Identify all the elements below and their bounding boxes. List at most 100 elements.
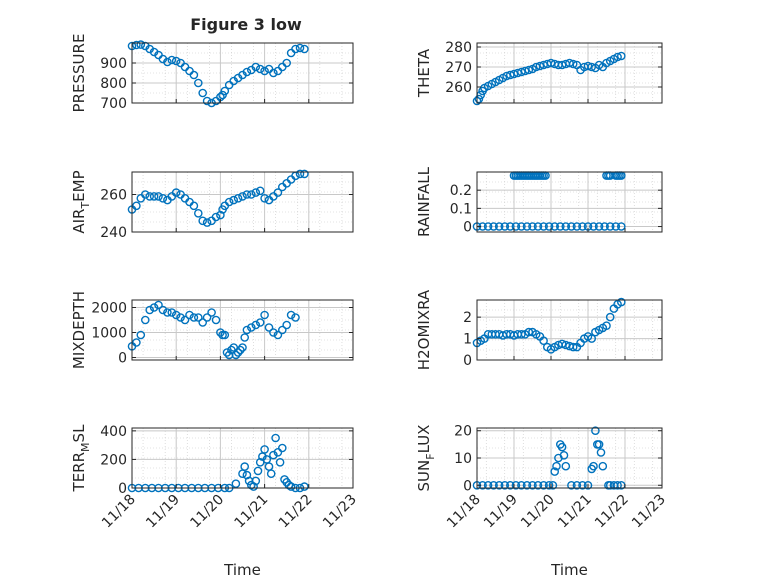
data-point	[587, 334, 597, 343]
data-point	[246, 190, 256, 199]
data-point	[240, 462, 249, 471]
data-point	[522, 480, 532, 490]
data-point	[617, 51, 626, 61]
y-axis-label-subscript: F	[424, 453, 437, 459]
data-point	[605, 312, 615, 322]
y-tick-label: 800	[100, 76, 127, 92]
data-point	[552, 461, 561, 471]
figure-title: Figure 3 low	[190, 15, 302, 34]
data-point	[216, 328, 225, 337]
data-point	[300, 44, 309, 54]
data-point	[246, 323, 256, 332]
y-axis-label-main: RAINFALL	[415, 166, 433, 237]
axes-box	[131, 171, 354, 233]
data-point	[544, 222, 554, 231]
data-point	[158, 305, 168, 315]
data-point	[594, 222, 604, 231]
data-point	[253, 466, 263, 476]
y-axis-label-rest: LUX	[415, 425, 433, 454]
data-point	[568, 342, 578, 352]
data-point	[548, 480, 558, 490]
data-point	[517, 480, 526, 490]
data-point	[189, 201, 199, 211]
data-point	[260, 445, 269, 454]
data-point	[185, 310, 194, 320]
data-point	[505, 222, 515, 231]
subplot-h2omixra: 0 1 2 H2OMIXRA	[415, 289, 663, 370]
data-point	[255, 64, 265, 74]
data-point	[220, 86, 230, 96]
data-point	[494, 480, 504, 490]
y-axis-label: AIRTEMP	[70, 170, 92, 233]
data-point	[193, 78, 203, 88]
y-tick-label: 0	[118, 481, 127, 497]
y-axis-label-subscript: M	[79, 442, 92, 452]
y-axis-label-main: PRESSURE	[70, 34, 88, 113]
y-axis-label: TERRMSL	[70, 424, 92, 493]
data-point	[528, 480, 537, 490]
data-point	[249, 482, 258, 491]
data-point	[286, 310, 296, 320]
data-point	[132, 40, 141, 50]
data-point	[163, 57, 172, 67]
data-point	[500, 480, 510, 490]
y-axis-label: RAINFALL	[415, 166, 433, 237]
data-point	[260, 310, 269, 320]
subplot-air_temp: 240 260 AIRTEMP	[70, 169, 354, 241]
y-tick-label: 270	[445, 60, 472, 76]
data-point	[202, 313, 212, 322]
data-point	[578, 480, 587, 490]
data-point	[556, 222, 565, 231]
data-point	[140, 315, 150, 325]
data-point	[251, 476, 261, 486]
data-point	[198, 216, 207, 226]
data-point	[198, 88, 207, 98]
data-point	[300, 169, 309, 179]
axes-box	[131, 42, 354, 104]
data-point	[273, 188, 283, 197]
data-point	[167, 308, 177, 317]
data-point	[271, 433, 280, 443]
data-point	[171, 310, 181, 320]
data-point	[605, 222, 615, 231]
data-point	[224, 197, 234, 207]
y-axis-label: THETA	[415, 48, 433, 98]
data-point	[266, 469, 276, 479]
y-tick-label: 260	[100, 188, 127, 204]
data-point	[589, 461, 598, 471]
data-point	[198, 318, 207, 327]
data-point	[231, 479, 241, 489]
data-point	[517, 329, 526, 339]
data-point	[291, 44, 300, 54]
data-point	[202, 96, 212, 106]
y-tick-label: 0.2	[450, 183, 472, 199]
data-point	[189, 70, 199, 80]
data-point	[154, 192, 163, 201]
data-point	[238, 192, 247, 201]
data-point	[559, 450, 569, 460]
data-point	[295, 43, 305, 53]
y-tick-label: 240	[100, 225, 127, 241]
y-axis-label-rest: EMP	[70, 170, 88, 201]
data-point	[617, 297, 626, 307]
data-point	[550, 467, 560, 476]
data-point	[533, 480, 543, 490]
data-point	[145, 305, 154, 315]
data-point	[589, 222, 598, 231]
data-point	[216, 210, 225, 220]
y-axis-label-main: THETA	[415, 48, 433, 98]
data-point	[539, 480, 548, 490]
data-point	[136, 330, 146, 340]
data-point	[222, 348, 232, 357]
data-point	[295, 169, 305, 179]
data-point	[240, 333, 249, 342]
y-tick-label: 20	[454, 424, 472, 440]
subplot-theta: 260 270 280 THETA	[415, 40, 663, 106]
data-point	[193, 208, 203, 218]
data-point	[269, 450, 278, 460]
y-tick-label: 900	[100, 56, 127, 72]
data-point	[286, 482, 296, 491]
data-point	[591, 426, 600, 436]
data-point	[557, 442, 567, 452]
